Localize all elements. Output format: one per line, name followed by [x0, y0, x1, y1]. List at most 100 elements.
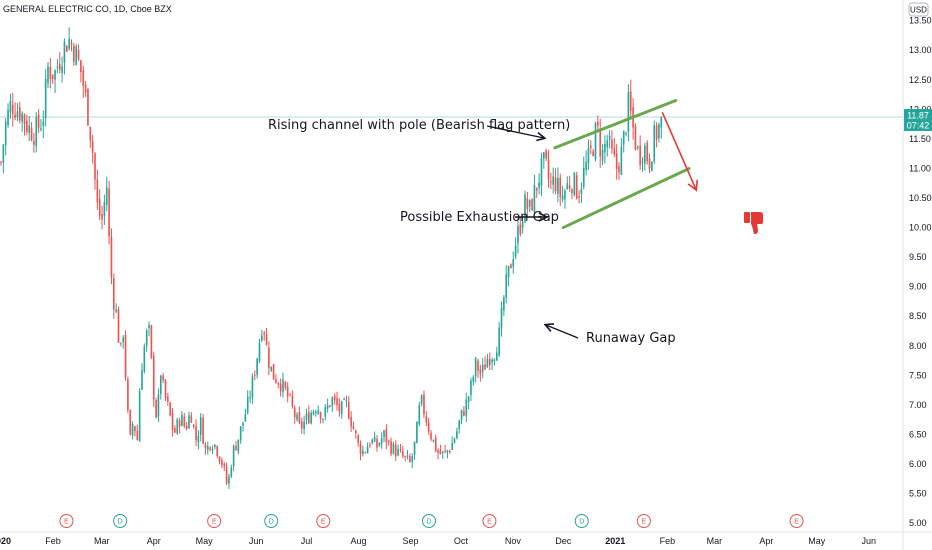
candle — [263, 330, 266, 341]
candle — [322, 418, 324, 424]
candle — [399, 443, 402, 453]
candle — [28, 115, 31, 142]
candle — [479, 364, 482, 382]
candle — [84, 80, 87, 98]
candle — [268, 341, 270, 376]
candle — [232, 444, 235, 472]
candle — [456, 427, 458, 440]
event-badge[interactable]: D — [113, 514, 128, 528]
candle — [486, 353, 489, 368]
candle — [465, 392, 468, 423]
candle — [599, 118, 602, 168]
candle — [500, 301, 503, 337]
candle — [157, 388, 160, 423]
candle — [305, 408, 308, 425]
candle — [467, 395, 470, 410]
y-tick-label: 10.00 — [909, 223, 932, 233]
candle — [18, 101, 21, 124]
candle — [406, 449, 409, 460]
price-axis[interactable]: 5.00 5.50 6.00 6.50 7.00 7.50 8.00 8.50 9.00 9.50… — [909, 16, 932, 528]
svg-text:E: E — [794, 519, 799, 526]
candle — [303, 415, 305, 435]
candle — [162, 372, 164, 384]
candle — [239, 426, 242, 444]
event-badge[interactable]: E — [316, 514, 331, 528]
channel-lower-line — [561, 166, 691, 230]
candle — [552, 167, 555, 194]
candle — [101, 205, 103, 230]
event-badge[interactable]: E — [59, 514, 74, 528]
candle — [159, 374, 162, 400]
time-axis[interactable]: 2020 Feb Mar Apr May Jun Jul Aug Sep Oct Nov Dec 202… — [0, 536, 876, 546]
candle — [296, 412, 298, 422]
candle — [169, 401, 172, 417]
candle — [317, 405, 320, 415]
candle — [136, 424, 139, 441]
candle — [611, 130, 613, 154]
candle — [176, 417, 179, 436]
candle — [538, 173, 540, 195]
candle — [195, 419, 197, 447]
candle — [597, 115, 599, 133]
event-badge[interactable]: E — [636, 514, 651, 528]
y-tick-label: 5.00 — [909, 518, 927, 528]
candle — [460, 409, 463, 425]
candle — [505, 265, 508, 304]
event-badge[interactable]: D — [264, 514, 279, 528]
candle — [206, 441, 209, 455]
candle — [401, 445, 404, 459]
candle — [223, 461, 226, 472]
candle — [608, 130, 611, 149]
candle — [209, 446, 211, 452]
candle — [286, 382, 289, 403]
candle — [409, 453, 411, 463]
candle — [357, 434, 359, 447]
candle — [16, 102, 19, 121]
candle — [336, 391, 338, 411]
candle — [554, 168, 557, 195]
candle — [228, 473, 230, 489]
event-badge[interactable]: E — [482, 514, 497, 528]
y-tick-label: 8.00 — [909, 341, 927, 351]
event-badge[interactable]: D — [574, 514, 589, 528]
svg-text:D: D — [579, 519, 584, 526]
x-tick-label: Feb — [660, 536, 676, 546]
candle — [350, 411, 352, 433]
event-badge[interactable]: D — [422, 514, 437, 528]
candle — [620, 138, 623, 176]
candle — [592, 149, 594, 157]
x-tick-label: 2021 — [605, 536, 625, 546]
symbol-title: GENERAL ELECTRIC CO, 1D, Cboe BZX — [3, 4, 172, 14]
event-badge[interactable]: E — [789, 514, 804, 528]
candle — [418, 401, 421, 427]
candle — [639, 135, 641, 171]
event-badge[interactable]: E — [207, 514, 222, 528]
candle — [477, 358, 479, 379]
candle — [131, 421, 134, 440]
y-tick-label: 6.50 — [909, 429, 927, 439]
currency-button[interactable] — [908, 2, 929, 17]
plot-area — [0, 0, 903, 532]
candle — [308, 405, 310, 424]
candle — [7, 103, 9, 129]
candle — [108, 180, 110, 245]
candle — [181, 410, 183, 427]
candle — [383, 429, 385, 443]
arrow-flag — [486, 125, 544, 138]
y-tick-label: 12.50 — [909, 75, 932, 85]
x-tick-label: Mar — [94, 536, 110, 546]
candle — [87, 88, 89, 126]
candle — [155, 397, 157, 419]
candle — [392, 441, 395, 455]
candle — [89, 126, 92, 148]
x-tick-label: Aug — [350, 536, 366, 546]
candle — [145, 328, 148, 352]
candle — [183, 413, 186, 429]
y-tick-label: 9.00 — [909, 282, 927, 292]
candle — [390, 437, 392, 457]
candle — [244, 408, 247, 422]
candle — [451, 436, 453, 450]
candle — [550, 172, 552, 190]
candle — [568, 175, 571, 192]
